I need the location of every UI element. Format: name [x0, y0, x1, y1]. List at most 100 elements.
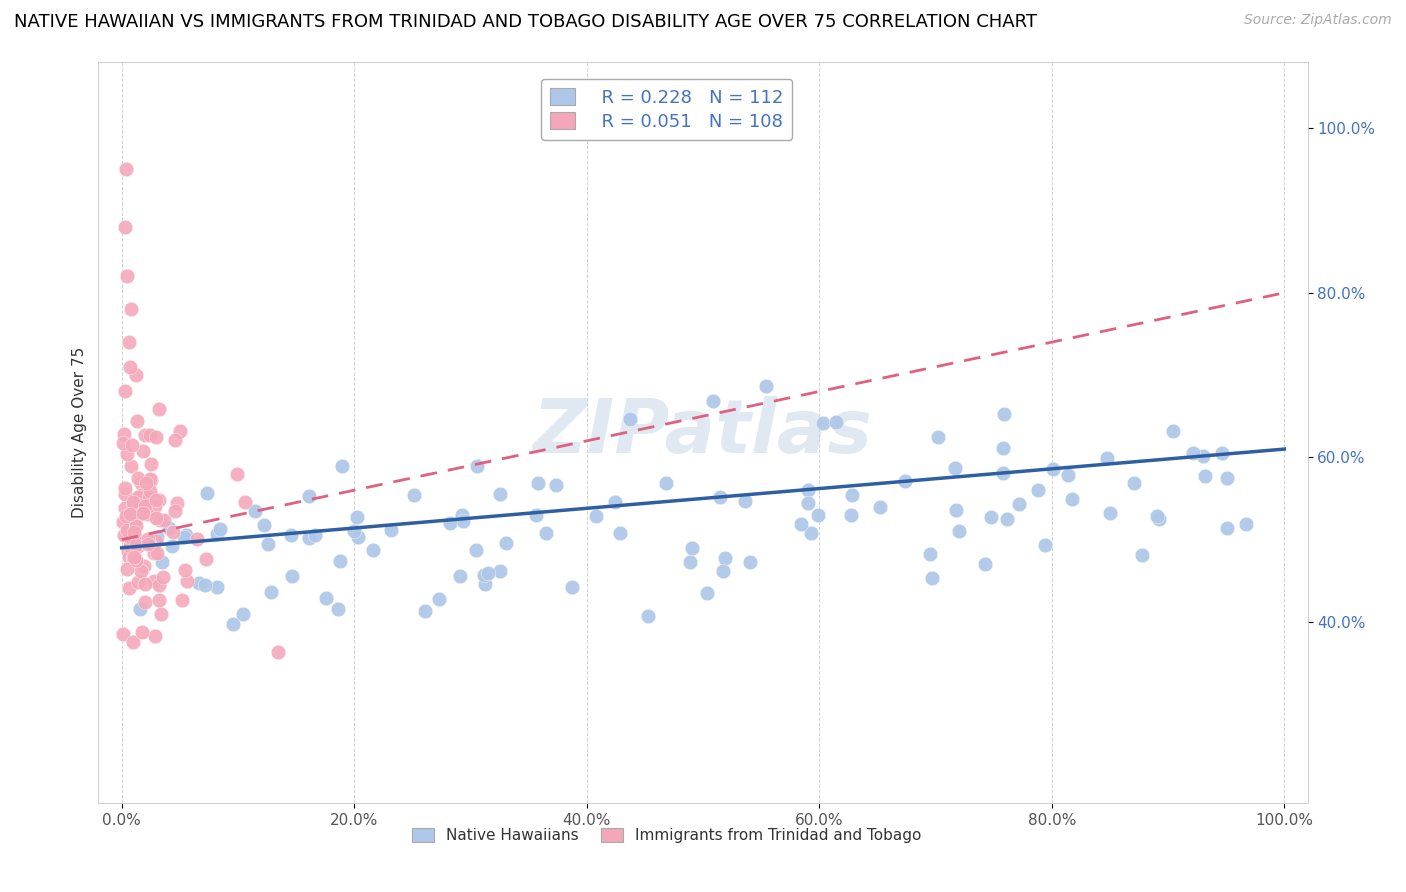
Y-axis label: Disability Age Over 75: Disability Age Over 75: [72, 347, 87, 518]
Point: [714, 550, 737, 565]
Legend: Native Hawaiians, Immigrants from Trinidad and Tobago: Native Hawaiians, Immigrants from Trinid…: [405, 820, 929, 851]
Point: [1181, 446, 1204, 460]
Point: [165, 504, 187, 518]
Point: [1057, 467, 1080, 482]
Point: [233, 495, 256, 509]
Point: [111, 435, 134, 450]
Point: [152, 513, 174, 527]
Point: [143, 629, 166, 643]
Point: [894, 474, 917, 488]
Point: [993, 407, 1015, 421]
Point: [655, 475, 678, 490]
Point: [807, 508, 830, 523]
Point: [112, 626, 135, 640]
Point: [315, 591, 337, 605]
Point: [131, 624, 153, 639]
Point: [132, 488, 155, 502]
Point: [225, 467, 247, 482]
Text: ZIPatlas: ZIPatlas: [533, 396, 873, 469]
Point: [1095, 450, 1118, 465]
Point: [127, 574, 149, 589]
Point: [755, 379, 778, 393]
Point: [637, 608, 659, 623]
Point: [489, 487, 512, 501]
Point: [477, 566, 499, 581]
Point: [330, 459, 353, 474]
Point: [112, 527, 135, 541]
Point: [1234, 516, 1257, 531]
Point: [149, 512, 172, 526]
Point: [138, 535, 160, 549]
Point: [948, 524, 970, 539]
Point: [343, 524, 366, 538]
Point: [790, 516, 813, 531]
Point: [1216, 471, 1239, 485]
Point: [121, 550, 143, 565]
Point: [142, 574, 165, 588]
Point: [114, 487, 136, 501]
Point: [122, 519, 145, 533]
Point: [121, 438, 143, 452]
Point: [127, 533, 149, 547]
Point: [115, 162, 138, 177]
Point: [149, 607, 172, 621]
Point: [232, 607, 254, 621]
Point: [536, 525, 558, 540]
Point: [139, 473, 162, 487]
Point: [125, 368, 148, 383]
Point: [150, 555, 173, 569]
Point: [111, 515, 134, 529]
Point: [128, 602, 150, 616]
Point: [472, 568, 495, 582]
Point: [1161, 424, 1184, 438]
Text: NATIVE HAWAIIAN VS IMMIGRANTS FROM TRINIDAD AND TOBAGO DISABILITY AGE OVER 75 CO: NATIVE HAWAIIAN VS IMMIGRANTS FROM TRINI…: [14, 13, 1038, 31]
Point: [127, 471, 149, 485]
Point: [679, 555, 702, 569]
Point: [145, 534, 167, 549]
Point: [176, 574, 198, 588]
Point: [121, 459, 143, 474]
Point: [145, 430, 167, 444]
Point: [114, 384, 136, 399]
Point: [143, 499, 166, 513]
Point: [346, 510, 368, 524]
Point: [157, 521, 180, 535]
Point: [619, 412, 641, 426]
Point: [796, 496, 818, 510]
Point: [139, 428, 162, 442]
Point: [127, 414, 149, 428]
Point: [129, 565, 152, 579]
Point: [797, 483, 820, 497]
Point: [1026, 483, 1049, 497]
Point: [117, 511, 139, 525]
Point: [825, 415, 848, 429]
Point: [118, 335, 141, 350]
Point: [186, 532, 208, 546]
Point: [495, 536, 517, 550]
Point: [709, 490, 731, 504]
Point: [413, 603, 436, 617]
Point: [117, 447, 139, 461]
Point: [1194, 469, 1216, 483]
Point: [609, 525, 631, 540]
Text: Source: ZipAtlas.com: Source: ZipAtlas.com: [1244, 13, 1392, 28]
Point: [129, 476, 152, 491]
Point: [125, 538, 148, 552]
Point: [139, 472, 162, 486]
Point: [125, 493, 148, 508]
Point: [162, 524, 184, 539]
Point: [125, 553, 148, 567]
Point: [304, 528, 326, 542]
Point: [427, 591, 450, 606]
Point: [121, 549, 143, 564]
Point: [136, 532, 159, 546]
Point: [298, 489, 321, 503]
Point: [328, 602, 350, 616]
Point: [474, 576, 496, 591]
Point: [143, 546, 166, 560]
Point: [145, 530, 167, 544]
Point: [945, 502, 967, 516]
Point: [124, 549, 146, 564]
Point: [380, 523, 402, 537]
Point: [465, 542, 488, 557]
